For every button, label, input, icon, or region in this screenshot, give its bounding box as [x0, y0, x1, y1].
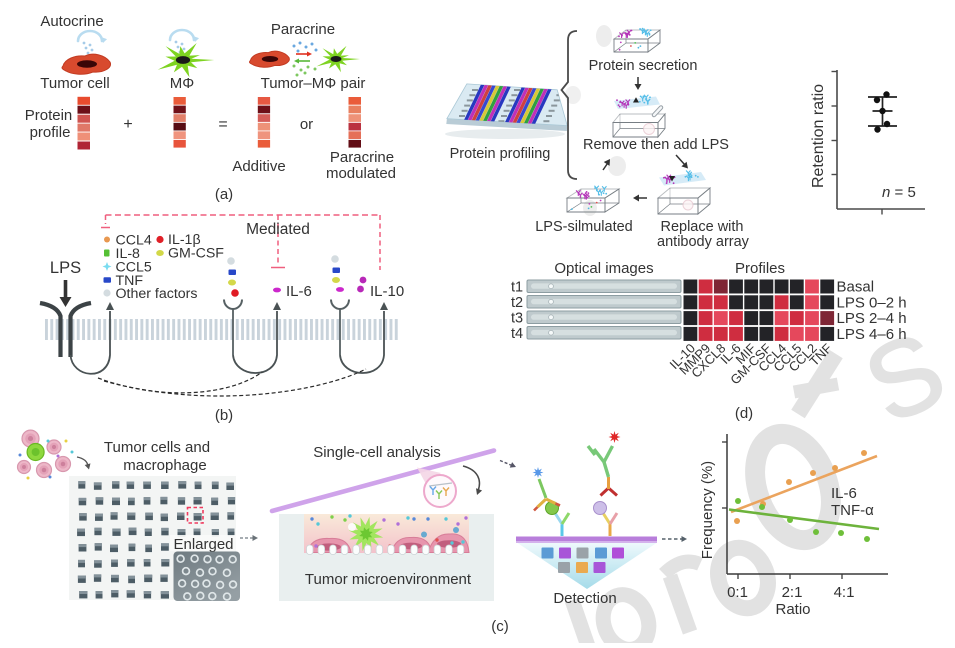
svg-text:(c): (c): [491, 618, 509, 635]
svg-text:Protein: Protein: [25, 107, 73, 124]
svg-text:n = 5: n = 5: [882, 184, 916, 201]
svg-text:Tumor cells and: Tumor cells and: [104, 439, 210, 456]
svg-text:(d): (d): [735, 405, 753, 422]
svg-text:TNF-α: TNF-α: [831, 502, 874, 519]
svg-text:Detection: Detection: [553, 590, 616, 607]
svg-text:modulated: modulated: [326, 165, 396, 182]
svg-text:2:1: 2:1: [782, 584, 803, 601]
svg-text:Tumor cell: Tumor cell: [40, 75, 109, 92]
svg-text:=: =: [218, 116, 227, 133]
svg-text:IL-10: IL-10: [370, 283, 404, 300]
svg-text:t4: t4: [511, 326, 523, 342]
svg-text:t2: t2: [511, 295, 523, 311]
svg-text:antibody array: antibody array: [657, 234, 750, 250]
svg-text:IL-6: IL-6: [286, 283, 312, 300]
svg-text:0:1: 0:1: [727, 584, 748, 601]
svg-text:Optical images: Optical images: [554, 260, 653, 277]
svg-text:IL-1β: IL-1β: [168, 232, 201, 248]
svg-text:Protein profiling: Protein profiling: [450, 146, 551, 162]
svg-text:(a): (a): [215, 186, 233, 203]
svg-text:4:1: 4:1: [834, 584, 855, 601]
svg-text:Ratio: Ratio: [775, 601, 810, 618]
svg-text:+: +: [123, 116, 132, 133]
svg-text:Mediated: Mediated: [246, 221, 310, 238]
svg-text:Other factors: Other factors: [116, 286, 198, 302]
svg-text:Paracrine: Paracrine: [271, 21, 335, 38]
svg-text:Profiles: Profiles: [735, 260, 785, 277]
svg-text:Basal: Basal: [837, 279, 875, 296]
svg-text:or: or: [300, 116, 313, 133]
svg-text:(b): (b): [215, 407, 233, 424]
svg-text:MΦ: MΦ: [170, 75, 194, 92]
svg-text:macrophage: macrophage: [123, 457, 206, 474]
svg-text:t3: t3: [511, 311, 523, 327]
svg-text:IL-6: IL-6: [831, 485, 857, 502]
svg-text:Protein secretion: Protein secretion: [589, 58, 698, 74]
svg-text:Tumor–MΦ pair: Tumor–MΦ pair: [261, 75, 366, 92]
svg-text:IL-8: IL-8: [116, 246, 141, 262]
svg-text:GM-CSF: GM-CSF: [168, 246, 224, 262]
svg-text:TNF: TNF: [116, 273, 144, 289]
svg-text:Autocrine: Autocrine: [40, 13, 103, 30]
svg-text:Tumor microenvironment: Tumor microenvironment: [305, 571, 472, 588]
svg-text:Single-cell analysis: Single-cell analysis: [313, 444, 441, 461]
svg-text:Retention ratio: Retention ratio: [810, 84, 827, 188]
svg-text:Enlarged: Enlarged: [173, 536, 233, 553]
svg-text:CCL4: CCL4: [116, 232, 152, 248]
svg-text:LPS 0–2 h: LPS 0–2 h: [837, 294, 907, 311]
svg-text:CCL5: CCL5: [116, 259, 152, 275]
svg-text:LPS 4–6 h: LPS 4–6 h: [837, 326, 907, 343]
svg-text:Frequency (%): Frequency (%): [699, 461, 716, 559]
svg-text:Additive: Additive: [232, 158, 285, 175]
svg-text:LPS 2–4 h: LPS 2–4 h: [837, 310, 907, 327]
svg-text:t1: t1: [511, 280, 523, 296]
svg-text:profile: profile: [30, 124, 71, 141]
svg-text:Paracrine: Paracrine: [330, 149, 394, 166]
svg-text:Replace with: Replace with: [660, 219, 743, 235]
svg-text:Remove then add LPS: Remove then add LPS: [583, 137, 729, 153]
svg-text:LPS-silmulated: LPS-silmulated: [535, 219, 633, 235]
svg-text:LPS: LPS: [50, 259, 81, 277]
